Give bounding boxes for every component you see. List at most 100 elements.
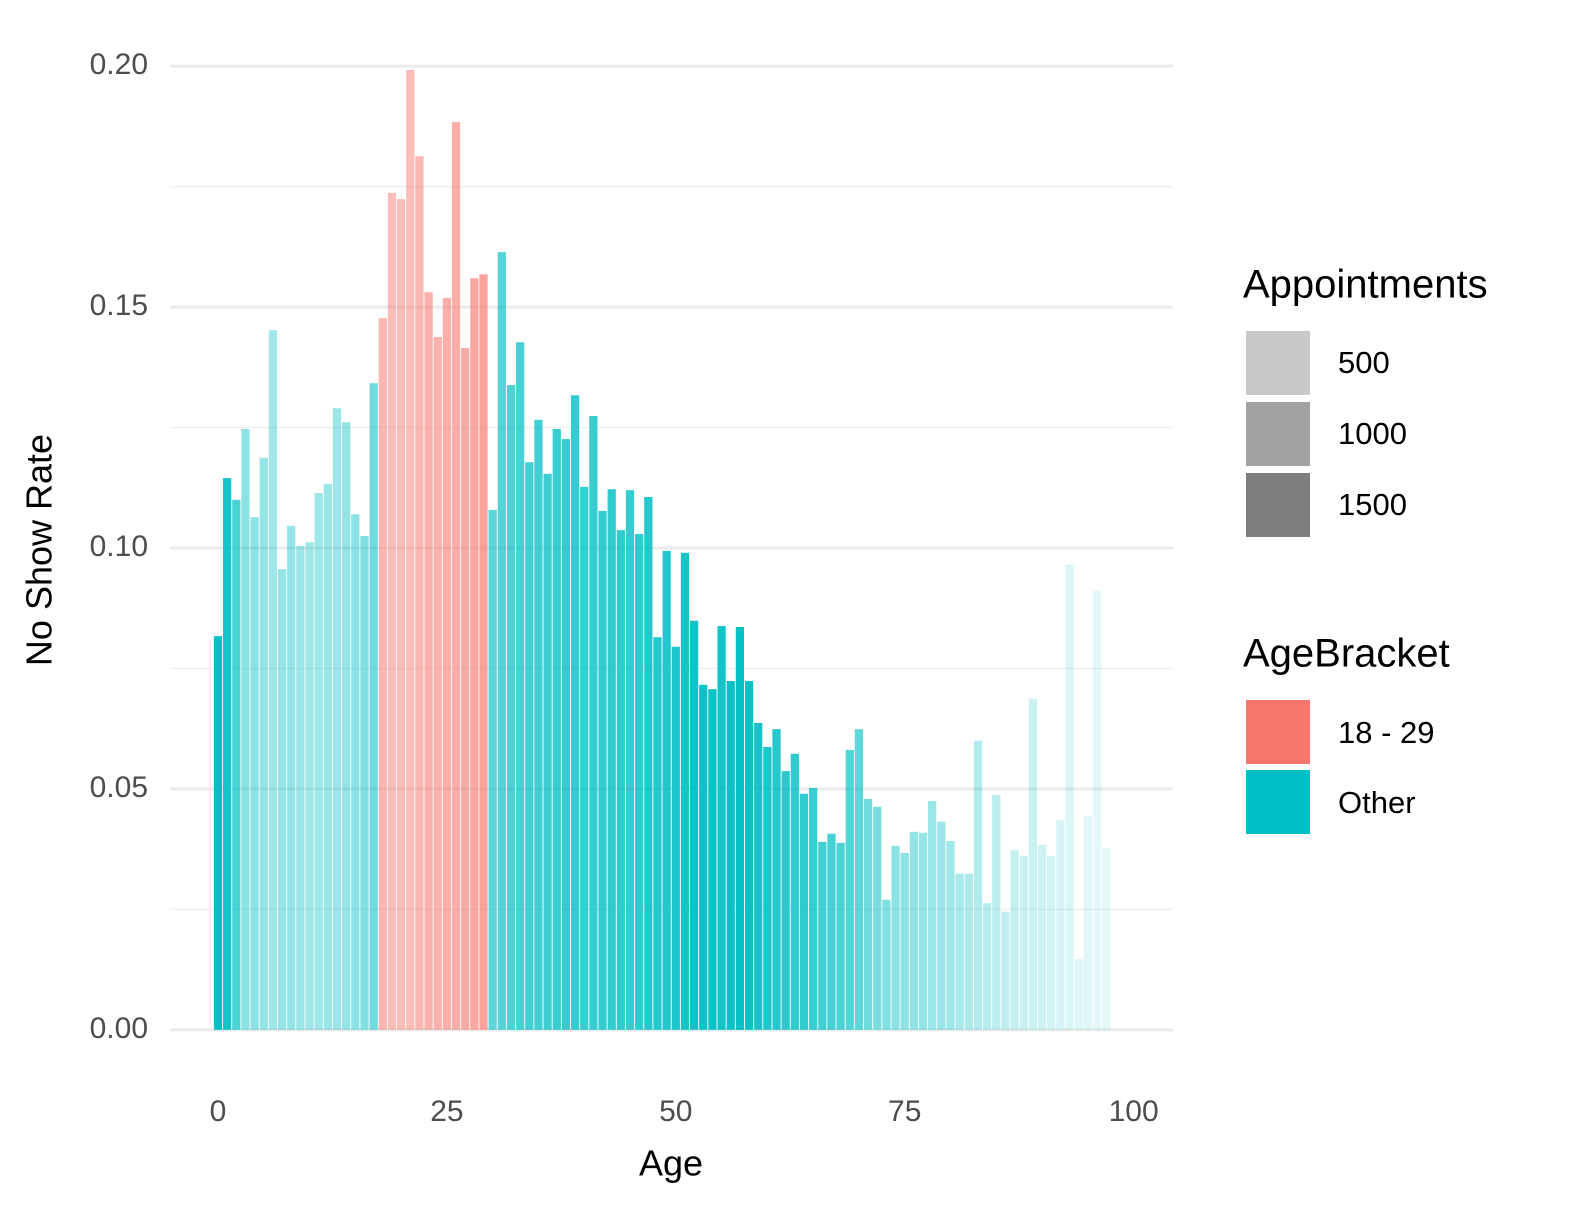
- bar: [754, 722, 763, 1030]
- bar: [442, 297, 452, 1030]
- bar: [836, 842, 845, 1030]
- bar: [1001, 911, 1010, 1030]
- bar: [433, 336, 442, 1030]
- bar: [799, 793, 809, 1030]
- bar: [616, 530, 625, 1030]
- bar: [268, 330, 278, 1030]
- bar: [451, 122, 461, 1030]
- bar: [1056, 819, 1065, 1030]
- bar: [369, 383, 378, 1030]
- bar: [570, 395, 580, 1030]
- bar: [589, 415, 598, 1030]
- bar: [543, 473, 552, 1030]
- bar: [580, 486, 589, 1030]
- bar: [552, 428, 561, 1030]
- x-tick-label: 75: [888, 1095, 921, 1128]
- bar: [781, 771, 790, 1030]
- legend-label: Other: [1338, 785, 1416, 820]
- bar: [699, 684, 708, 1030]
- bar: [900, 853, 909, 1030]
- bar: [873, 806, 882, 1030]
- legend-swatch: [1246, 770, 1310, 834]
- bar: [525, 462, 534, 1030]
- bar: [250, 517, 259, 1030]
- bar: [461, 348, 470, 1030]
- bar: [506, 385, 516, 1030]
- bar: [854, 729, 864, 1030]
- y-tick-label: 0.05: [90, 771, 148, 804]
- bar: [305, 542, 314, 1030]
- y-tick-label: 0.15: [90, 289, 148, 322]
- bar: [653, 637, 662, 1030]
- bar: [332, 408, 342, 1030]
- bar: [863, 799, 873, 1030]
- bar: [983, 903, 992, 1030]
- x-axis-title: Age: [639, 1143, 703, 1184]
- legend-label: 18 - 29: [1338, 715, 1435, 750]
- bar: [387, 192, 397, 1030]
- bar: [726, 680, 735, 1030]
- bar: [928, 800, 937, 1030]
- bar: [946, 840, 955, 1030]
- bar: [241, 428, 250, 1030]
- bar: [607, 489, 616, 1030]
- x-tick-label: 100: [1109, 1095, 1159, 1128]
- bar: [891, 845, 900, 1030]
- y-tick-label: 0.20: [90, 48, 148, 81]
- bar: [735, 627, 745, 1030]
- bar: [351, 514, 360, 1030]
- x-tick-label: 0: [210, 1095, 227, 1128]
- bar: [360, 535, 369, 1030]
- x-tick-label: 25: [430, 1095, 463, 1128]
- y-tick-label: 0.10: [90, 530, 148, 563]
- y-axis-title: No Show Rate: [19, 434, 60, 666]
- bar: [992, 794, 1001, 1030]
- bar: [342, 422, 351, 1030]
- bar: [470, 278, 479, 1030]
- bar: [259, 457, 268, 1030]
- bar: [534, 419, 543, 1030]
- bar: [277, 569, 287, 1030]
- bar: [1074, 959, 1083, 1030]
- bar: [1019, 855, 1028, 1030]
- bar: [1037, 844, 1047, 1030]
- bar: [882, 899, 891, 1030]
- bar: [561, 439, 571, 1030]
- bar: [598, 510, 607, 1030]
- legend-swatch: [1246, 331, 1310, 395]
- bar: [314, 493, 323, 1030]
- legend-label: 1000: [1338, 416, 1407, 451]
- bar: [378, 318, 387, 1030]
- bar: [625, 490, 635, 1030]
- bar: [955, 873, 964, 1030]
- bar: [497, 252, 506, 1030]
- bar: [918, 832, 928, 1030]
- bar: [644, 496, 653, 1030]
- bar: [809, 787, 818, 1030]
- bar: [708, 689, 717, 1030]
- bar: [223, 478, 232, 1030]
- bar: [213, 636, 223, 1030]
- bar: [488, 509, 497, 1030]
- bar: [744, 680, 754, 1030]
- bar: [763, 747, 772, 1030]
- bar: [964, 873, 973, 1030]
- legend-label: 1500: [1338, 487, 1407, 522]
- legend-title: AgeBracket: [1243, 632, 1450, 676]
- bar: [1092, 590, 1102, 1030]
- legend-title: Appointments: [1243, 263, 1488, 307]
- legend-swatch: [1246, 402, 1310, 466]
- bar: [323, 483, 332, 1030]
- bar: [909, 831, 918, 1030]
- bar: [1065, 564, 1074, 1030]
- bar: [424, 292, 433, 1030]
- bar: [662, 550, 671, 1030]
- legend-swatch: [1246, 700, 1310, 764]
- legend-label: 500: [1338, 345, 1390, 380]
- bar: [1102, 847, 1111, 1030]
- bar: [287, 525, 296, 1030]
- x-tick-label: 50: [659, 1095, 692, 1128]
- bar: [1028, 698, 1038, 1030]
- bar: [1083, 815, 1092, 1030]
